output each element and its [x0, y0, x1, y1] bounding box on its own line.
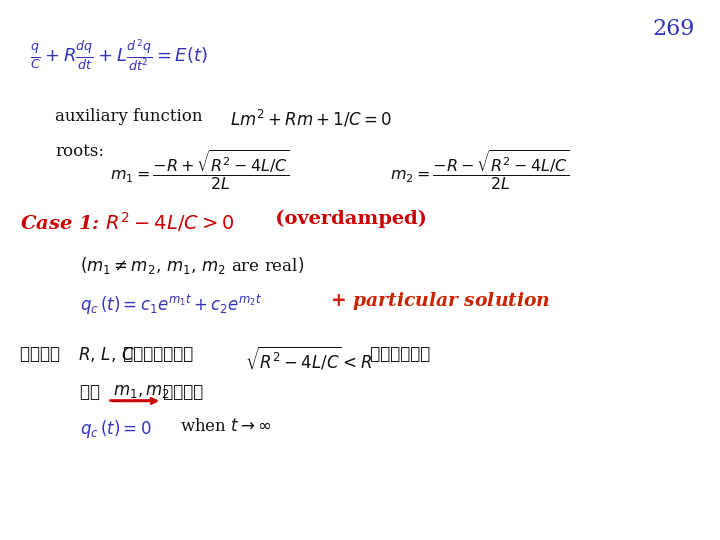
Text: $Lm^2+Rm+1/C=0$: $Lm^2+Rm+1/C=0$	[230, 108, 392, 129]
Text: $q_c\,(t)=0$: $q_c\,(t)=0$	[80, 418, 151, 440]
Text: 必定可以満足: 必定可以満足	[365, 345, 431, 363]
Text: $\frac{q}{C}+R\frac{dq}{dt}+L\frac{d^{\,2}q}{dt^2}=E(t)$: $\frac{q}{C}+R\frac{dq}{dt}+L\frac{d^{\,…	[30, 38, 207, 74]
Text: $m_1,m_2$: $m_1,m_2$	[113, 383, 170, 400]
Text: $q_c\,(t)=c_1e^{m_1t}+c_2e^{m_2t}$: $q_c\,(t)=c_1e^{m_1t}+c_2e^{m_2t}$	[80, 293, 262, 317]
Text: auxiliary function: auxiliary function	[55, 108, 202, 125]
Text: when $t\to\infty$: when $t\to\infty$	[180, 418, 271, 435]
Text: 註：由於: 註：由於	[20, 345, 66, 363]
Text: Case 1: $R^2-4L/C>0$: Case 1: $R^2-4L/C>0$	[20, 210, 234, 234]
Text: $\mathbf{+}$ particular solution: $\mathbf{+}$ particular solution	[330, 290, 550, 312]
Text: $m_2=\dfrac{-R-\sqrt{R^2-4L/C}}{2L}$: $m_2=\dfrac{-R-\sqrt{R^2-4L/C}}{2L}$	[390, 148, 570, 192]
Text: roots:: roots:	[55, 143, 104, 160]
Text: $(m_1\neq m_2,\,m_1,\,m_2$ are real$)$: $(m_1\neq m_2,\,m_1,\,m_2$ are real$)$	[80, 255, 304, 276]
Text: 的値都是正的，: 的値都是正的，	[118, 345, 193, 363]
Text: $R,\,L,\,C$: $R,\,L,\,C$	[78, 345, 135, 364]
Text: (overdamped): (overdamped)	[255, 210, 427, 228]
Text: $\sqrt{R^2-4L/C}<R$: $\sqrt{R^2-4L/C}<R$	[245, 345, 372, 372]
Text: 所以: 所以	[80, 383, 105, 401]
Text: $m_1=\dfrac{-R+\sqrt{R^2-4L/C}}{2L}$: $m_1=\dfrac{-R+\sqrt{R^2-4L/C}}{2L}$	[110, 148, 289, 192]
Text: 269: 269	[652, 18, 695, 40]
Text: 都是負的: 都是負的	[158, 383, 203, 401]
